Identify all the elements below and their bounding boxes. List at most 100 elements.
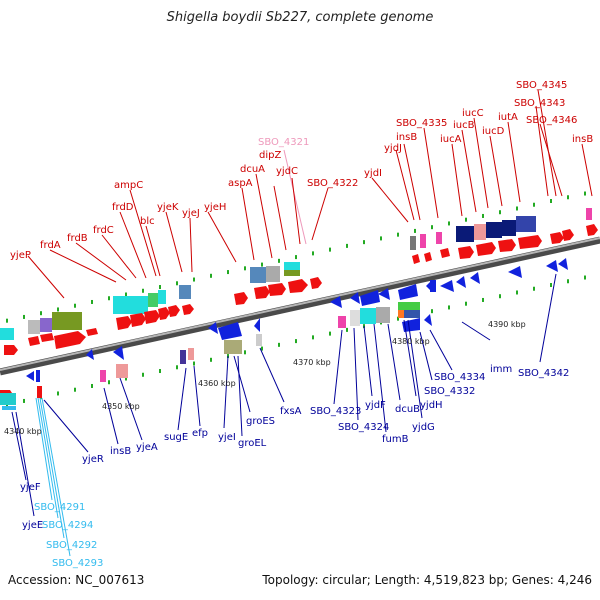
leader-line [283, 149, 307, 245]
gene-label[interactable]: yjeK [157, 202, 179, 213]
gene-label[interactable]: SBO_4324 [338, 422, 389, 433]
leader-line [363, 325, 373, 397]
gene-label[interactable]: SBO_4342 [518, 368, 569, 379]
gene-label[interactable]: yjeP [10, 250, 31, 261]
forward-gene-arrow [182, 304, 194, 315]
leader-line [15, 411, 35, 517]
tick-dot [142, 372, 144, 377]
accession-text: Accession: NC_007613 [8, 573, 145, 587]
gene-label[interactable]: frdC [93, 225, 114, 236]
gene-label[interactable]: yjeF [20, 482, 41, 493]
gene-label[interactable]: yjeR [82, 454, 104, 465]
leader-line [387, 323, 401, 401]
tick-dot [193, 277, 195, 282]
reverse-gene-arrow [350, 292, 360, 304]
tick-dot [40, 311, 42, 316]
gene-label[interactable]: dcuB [395, 404, 420, 415]
gene-label[interactable]: aspA [228, 178, 253, 189]
gene-label[interactable]: iutA [498, 112, 518, 123]
gene-label[interactable]: yjeE [22, 520, 43, 531]
forward-gene-arrow [498, 239, 516, 252]
leader-line [403, 319, 417, 397]
forward-gene-arrow [40, 333, 54, 342]
gene-label[interactable]: SBO_4321 [258, 137, 309, 148]
gene-label[interactable]: dipZ [259, 150, 281, 161]
feature-box [436, 232, 442, 244]
tick-dot [431, 309, 433, 314]
tick-dot [550, 283, 552, 287]
gene-label[interactable]: iucA [440, 134, 462, 145]
forward-gene-arrow [234, 292, 248, 305]
gene-label[interactable]: SBO_4346 [526, 115, 577, 126]
gene-label[interactable]: dcuA [240, 164, 265, 175]
gene-label[interactable]: frdD [112, 202, 134, 213]
leader-line [145, 225, 161, 277]
reverse-gene-arrow [218, 322, 242, 340]
gene-label[interactable]: blc [140, 216, 155, 227]
gene-label[interactable]: SBO_4292 [46, 540, 97, 551]
gene-label[interactable]: yjeA [136, 442, 158, 453]
gene-label[interactable]: SBO_4345 [516, 80, 567, 91]
leader-line [255, 173, 273, 259]
gene-label[interactable]: yjeH [204, 202, 226, 213]
gene-label[interactable]: frdA [40, 240, 61, 251]
forward-gene-arrow [518, 235, 542, 249]
feature-box [36, 370, 40, 382]
gene-label[interactable]: insB [110, 446, 131, 457]
gene-label[interactable]: SBO_4332 [424, 386, 475, 397]
gene-label[interactable]: SBO_4322 [307, 178, 358, 189]
gene-label[interactable]: SBO_4293 [52, 558, 103, 569]
gene-label[interactable]: SBO_4294 [42, 520, 93, 531]
gene-label[interactable]: yjeI [218, 432, 236, 443]
gene-label[interactable]: efp [192, 428, 208, 439]
gene-label[interactable]: imm [490, 364, 512, 375]
gene-label[interactable]: yjdC [276, 166, 298, 177]
gene-label[interactable]: iucB [453, 120, 475, 131]
gene-label[interactable]: iucC [462, 108, 484, 119]
gene-label[interactable]: yjdJ [384, 143, 402, 154]
gene-label[interactable]: SBO_4335 [396, 118, 447, 129]
tick-dot [244, 350, 246, 355]
tick-dot [550, 199, 552, 203]
gene-label[interactable]: SBO_4323 [310, 406, 361, 417]
gene-label[interactable]: groES [246, 416, 275, 427]
feature-box [0, 393, 16, 405]
gene-label[interactable]: iucD [482, 126, 505, 137]
tick-dot [176, 281, 178, 286]
axis-tick-label: 4380 kbp [392, 337, 430, 346]
leader-line [291, 177, 301, 245]
feature-box [37, 386, 42, 398]
tick-dot [57, 307, 59, 312]
tick-dot [108, 380, 110, 385]
gene-label[interactable]: yjdI [364, 168, 382, 179]
leader-line [43, 399, 89, 453]
tick-dot [91, 383, 93, 388]
gene-label[interactable]: yjeJ [182, 208, 200, 219]
gene-label[interactable]: SBO_4334 [434, 372, 485, 383]
feature-box [350, 310, 360, 326]
gene-label[interactable]: insB [396, 132, 417, 143]
gene-label[interactable]: fxsA [280, 406, 302, 417]
tick-dot [465, 217, 467, 222]
feature-box [338, 316, 346, 328]
leader-line [373, 323, 387, 433]
axis-tick-label: 4360 kbp [198, 379, 236, 388]
gene-label[interactable]: fumB [382, 434, 409, 445]
axis-tick-label: 4340 kbp [4, 427, 42, 436]
gene-label[interactable]: frdB [67, 233, 88, 244]
gene-label[interactable]: SBO_4291 [34, 502, 85, 513]
forward-gene-arrow [412, 254, 420, 264]
gene-label[interactable]: sugE [164, 432, 188, 443]
gene-label[interactable]: yjdF [365, 400, 386, 411]
gene-label[interactable]: groEL [238, 438, 267, 449]
tick-dot [499, 294, 501, 299]
gene-label[interactable]: ampC [114, 180, 143, 191]
gene-label[interactable]: yjdH [420, 400, 443, 411]
tick-dot [329, 247, 331, 252]
gene-label[interactable]: SBO_4343 [514, 98, 565, 109]
gene-label[interactable]: insB [572, 134, 593, 145]
leader-line [451, 143, 463, 217]
gene-label[interactable]: yjdG [412, 422, 435, 433]
leader-line [461, 321, 491, 341]
tick-dot [125, 376, 127, 381]
